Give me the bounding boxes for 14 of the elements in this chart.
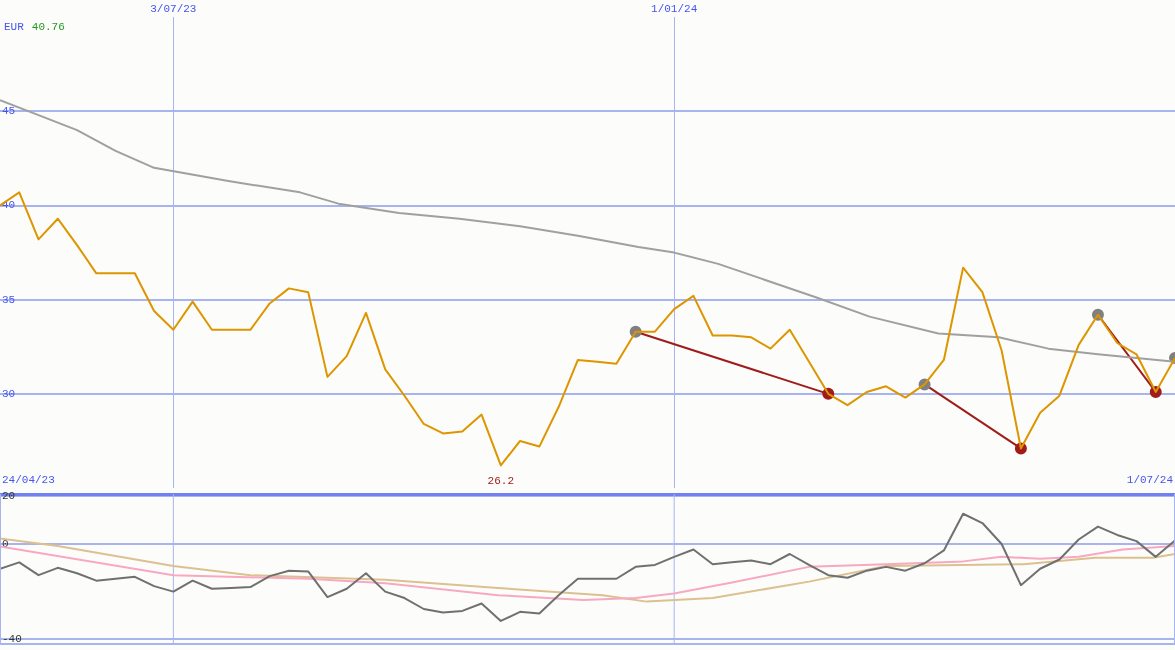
annotation: 24/04/23 bbox=[2, 474, 55, 487]
y-tick-label: 30 bbox=[2, 387, 16, 400]
x-tick-label: 3/07/23 bbox=[150, 2, 197, 15]
annotation: 1/07/24 bbox=[1126, 474, 1174, 487]
chart-subtitle: 40.76 bbox=[31, 20, 65, 33]
x-tick-label: 1/01/24 bbox=[651, 2, 698, 15]
y-axis-title: EUR bbox=[4, 20, 25, 33]
y-tick-label: 40 bbox=[2, 199, 16, 212]
y-tick-label: 0 bbox=[2, 537, 9, 550]
y-tick-label: 20 bbox=[2, 490, 16, 503]
y-tick-label: -40 bbox=[2, 633, 22, 646]
y-tick-label: 35 bbox=[2, 293, 16, 306]
y-tick-label: 45 bbox=[2, 105, 16, 118]
annotation: 26.2 bbox=[487, 474, 515, 487]
